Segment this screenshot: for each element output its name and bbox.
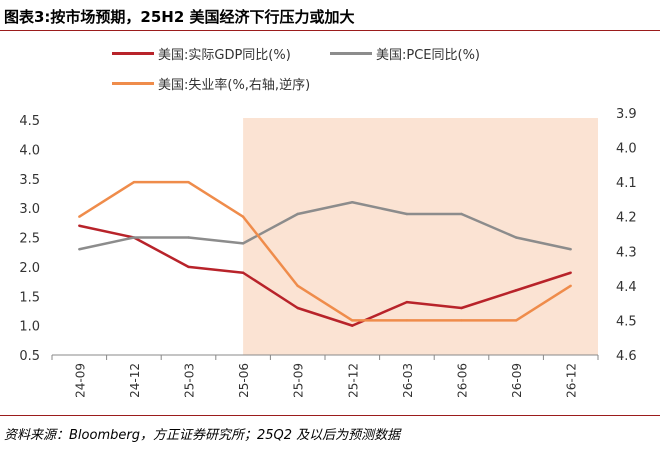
series-point-0 — [351, 324, 354, 327]
series-point-0 — [405, 300, 409, 304]
y-right-tick-label: 4.4 — [616, 280, 637, 295]
series-point-1 — [78, 248, 81, 251]
chart-title: 图表3:按市场预期，25H2 美国经济下行压力或加大 — [4, 8, 355, 26]
series-point-2 — [187, 180, 190, 184]
legend-label-gdp: 美国:实际GDP同比(%) — [158, 48, 291, 63]
series-point-2 — [241, 215, 245, 218]
series-point-1 — [296, 212, 299, 216]
series-point-2 — [78, 215, 81, 218]
y-left-tick-label: 1.5 — [19, 290, 40, 305]
series-point-2 — [569, 284, 572, 288]
y-right-tick-label: 4.3 — [616, 245, 637, 260]
y-left-tick-label: 4.5 — [19, 114, 40, 129]
series-point-1 — [514, 236, 518, 239]
x-tick-label: 25-09 — [292, 363, 306, 398]
legend-item-pce: 美国:PCE同比(%) — [330, 44, 480, 63]
series-point-0 — [187, 265, 190, 269]
series-point-1 — [241, 242, 245, 245]
x-tick-label: 25-06 — [237, 363, 251, 398]
legend-swatch-unemployment — [112, 82, 154, 85]
y-right-tick-label: 4.1 — [616, 176, 637, 191]
y-right-tick-label: 4.2 — [616, 211, 637, 226]
y-left-tick-label: 4.0 — [19, 143, 40, 158]
y-right-tick-label: 4.0 — [616, 142, 637, 157]
series-point-2 — [351, 319, 354, 322]
legend-swatch-pce — [330, 52, 372, 55]
series-point-1 — [351, 201, 354, 204]
series-line-2 — [78, 180, 572, 322]
series-point-0 — [514, 289, 518, 292]
x-tick-label: 24-12 — [128, 363, 142, 398]
series-point-1 — [460, 212, 463, 216]
legend-label-unemployment: 美国:失业率(%,右轴,逆序) — [158, 78, 311, 93]
series-point-0 — [296, 306, 299, 310]
y-right-tick-label: 4.5 — [616, 314, 637, 329]
series-line-0 — [79, 224, 572, 327]
series-point-1 — [405, 212, 409, 216]
legend-item-gdp: 美国:实际GDP同比(%) — [112, 44, 291, 63]
series-point-2 — [514, 319, 518, 322]
source-divider — [0, 415, 660, 416]
y-left-tick-label: 2.5 — [19, 232, 40, 247]
series-point-0 — [569, 271, 572, 274]
series-point-2 — [132, 180, 136, 184]
series-point-2 — [296, 284, 299, 288]
y-left-tick-label: 1.0 — [19, 320, 40, 335]
y-right-tick-label: 4.6 — [616, 349, 637, 364]
y-right-tick-label: 3.9 — [616, 107, 637, 122]
x-tick-label: 24-09 — [73, 363, 87, 398]
source-note: 资料来源：Bloomberg，方正证券研究所；25Q2 及以后为预测数据 — [4, 428, 401, 443]
series-point-0 — [78, 224, 81, 227]
forecast-shade — [243, 118, 598, 355]
x-tick-label: 25-12 — [346, 363, 360, 398]
title-bar: 图表3:按市场预期，25H2 美国经济下行压力或加大 — [0, 0, 660, 31]
x-tick-label: 26-03 — [401, 363, 415, 398]
legend-item-unemployment: 美国:失业率(%,右轴,逆序) — [112, 74, 310, 93]
y-left-tick-label: 2.0 — [19, 261, 40, 276]
series-point-2 — [460, 319, 463, 322]
y-left-tick-label: 3.5 — [19, 173, 40, 188]
x-tick-label: 26-09 — [510, 363, 524, 398]
y-left-tick-label: 0.5 — [19, 349, 40, 364]
x-tick-label: 26-06 — [456, 363, 470, 398]
series-point-2 — [405, 319, 409, 322]
legend-label-pce: 美国:PCE同比(%) — [376, 48, 481, 63]
series-point-1 — [569, 248, 572, 251]
series-line-1 — [79, 201, 571, 251]
x-tick-label: 26-12 — [565, 363, 579, 398]
series-point-1 — [187, 236, 190, 239]
y-left-tick-label: 3.0 — [19, 202, 40, 217]
legend-swatch-gdp — [112, 52, 154, 55]
series-point-0 — [241, 271, 245, 274]
series-point-1 — [132, 236, 136, 239]
series-point-0 — [460, 306, 463, 310]
x-tick-label: 25-03 — [183, 363, 197, 398]
